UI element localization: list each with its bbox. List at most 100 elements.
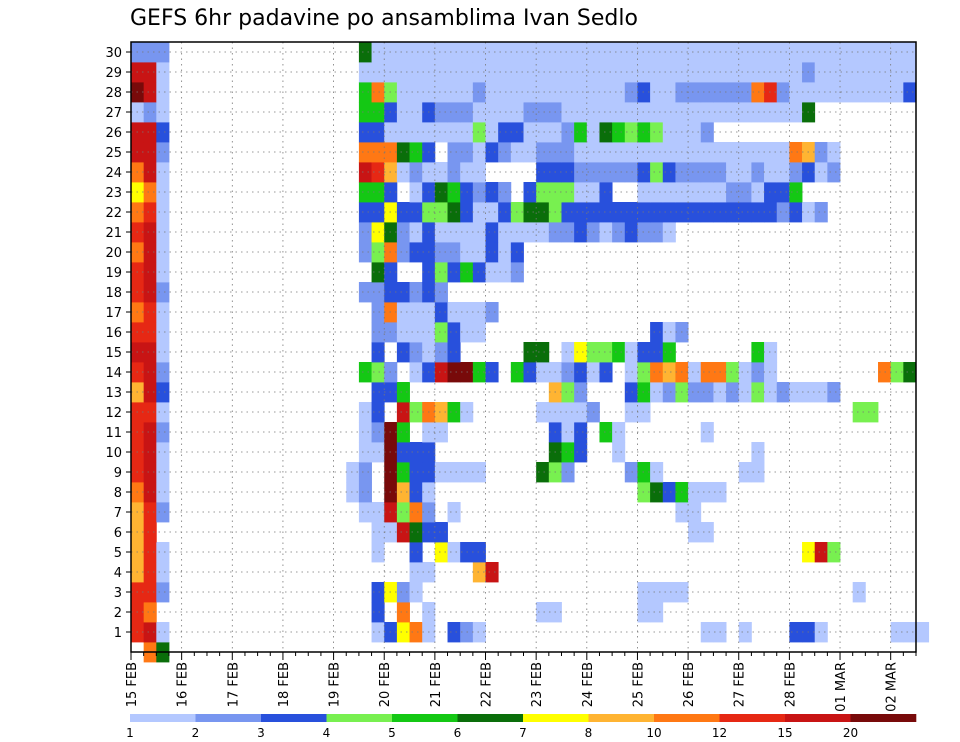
heatmap-cell [358,482,372,503]
heatmap-cell [434,402,448,423]
heatmap-cell [688,162,702,183]
heatmap-cell [561,42,575,63]
heatmap-cell [624,162,638,183]
heatmap-cell [764,182,778,203]
heatmap-cell [726,182,740,203]
heatmap-cell [371,442,385,463]
y-tick-label: 15 [105,346,122,361]
heatmap-cell [890,362,904,383]
heatmap-cell [156,582,170,603]
heatmap-cell [143,322,157,343]
heatmap-cell [498,102,512,123]
colorbar-label: 10 [646,726,661,740]
heatmap-cell [409,62,423,83]
heatmap-cell [409,82,423,103]
heatmap-cell [890,42,904,63]
heatmap-cell [574,62,588,83]
heatmap-cell [650,582,664,603]
heatmap-cell [371,142,385,163]
heatmap-cell [726,62,740,83]
heatmap-cell [624,202,638,223]
heatmap-cell [574,142,588,163]
x-tick-label: 17 FEB [226,662,241,707]
heatmap-cell [624,222,638,243]
heatmap-cell [371,162,385,183]
heatmap-cell [143,442,157,463]
heatmap-cell [599,102,613,123]
colorbar-swatch [392,714,458,722]
colorbar-swatch [785,714,851,722]
heatmap-cell [371,302,385,323]
heatmap-cell [523,342,537,363]
heatmap-cell [156,62,170,83]
heatmap-cell [447,182,461,203]
heatmap-cell [409,402,423,423]
heatmap-cell [574,182,588,203]
heatmap-cell [700,362,714,383]
heatmap-cell [498,242,512,263]
heatmap-cell [650,62,664,83]
heatmap-cell [726,82,740,103]
heatmap-cells [131,42,930,663]
heatmap-cell [738,42,752,63]
heatmap-cell [409,242,423,263]
heatmap-cell [358,282,372,303]
heatmap-cell [561,162,575,183]
heatmap-cell [409,522,423,543]
heatmap-cell [358,222,372,243]
heatmap-cell [612,42,626,63]
heatmap-cell [536,42,550,63]
heatmap-cell [776,182,790,203]
heatmap-cell [662,42,676,63]
heatmap-cell [143,42,157,63]
heatmap-cell [434,182,448,203]
heatmap-cell [143,602,157,623]
heatmap-cell [662,162,676,183]
y-tick-label: 10 [105,446,122,461]
heatmap-cell [523,202,537,223]
colorbar-swatch [523,714,589,722]
colorbar-swatch [457,714,524,722]
heatmap-cell [156,422,170,443]
heatmap-cell [536,142,550,163]
y-tick-label: 19 [105,266,122,281]
y-tick-label: 2 [114,606,122,621]
heatmap-cell [434,522,448,543]
y-tick-label: 8 [114,486,122,501]
heatmap-cell [852,42,866,63]
heatmap-cell [624,62,638,83]
heatmap-cell [409,102,423,123]
heatmap-cell [700,182,714,203]
heatmap-cell [624,342,638,363]
heatmap-cell [662,142,676,163]
heatmap-cell [650,462,664,483]
heatmap-cell [612,422,626,443]
colorbar-swatch [195,714,262,722]
heatmap-cell [396,202,410,223]
heatmap-cell [447,162,461,183]
heatmap-cell [662,342,676,363]
heatmap-cell [561,82,575,103]
colorbar-label: 15 [777,726,792,740]
heatmap-cell [612,342,626,363]
heatmap-cell [688,202,702,223]
heatmap-cell [700,202,714,223]
heatmap-cell [485,102,499,123]
heatmap-cell [371,342,385,363]
heatmap-cell [700,122,714,143]
heatmap-cell [827,542,841,563]
heatmap-cell [447,502,461,523]
heatmap-cell [650,202,664,223]
heatmap-cell [751,442,765,463]
heatmap-cell [789,182,803,203]
heatmap-cell [688,62,702,83]
heatmap-cell [447,542,461,563]
y-tick-label: 13 [105,386,122,401]
heatmap-cell [852,62,866,83]
heatmap-cell [472,82,486,103]
heatmap-cell [409,442,423,463]
y-tick-label: 5 [114,546,122,561]
colorbar-swatch [654,714,720,722]
heatmap-cell [789,62,803,83]
x-tick-label: 24 FEB [581,662,596,707]
